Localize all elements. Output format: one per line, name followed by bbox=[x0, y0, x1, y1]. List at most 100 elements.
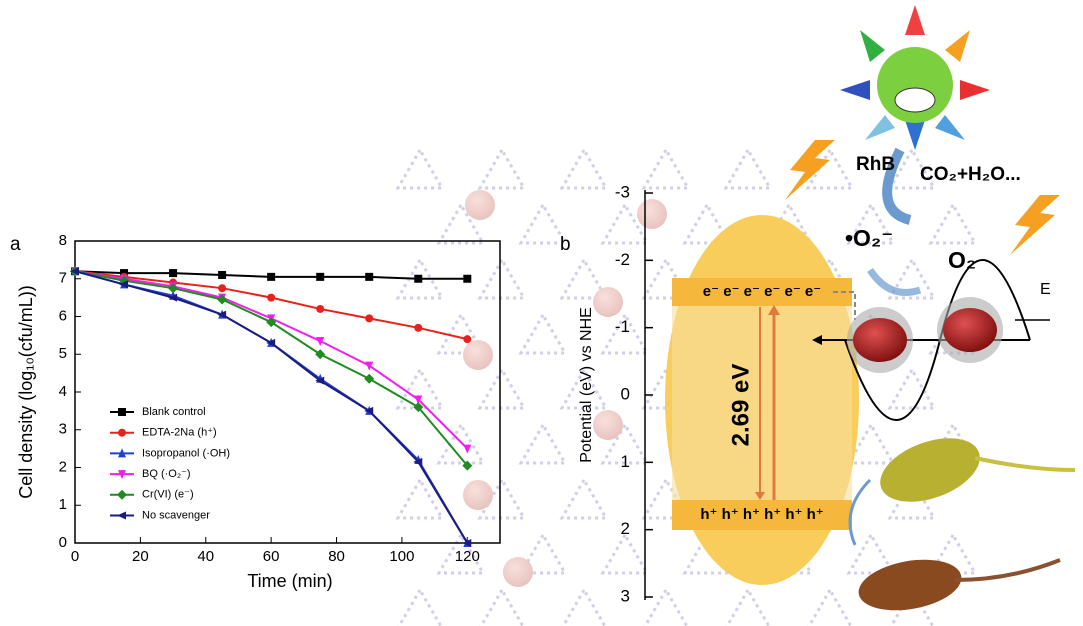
lattice-unit bbox=[807, 587, 853, 626]
lattice-unit bbox=[518, 202, 568, 245]
legend-label: EDTA-2Na (h⁺) bbox=[142, 427, 217, 439]
pink-particle bbox=[463, 340, 493, 370]
y-tick-label: 1 bbox=[59, 496, 67, 513]
lattice-unit bbox=[846, 532, 896, 575]
marker bbox=[364, 373, 375, 384]
marker bbox=[463, 274, 472, 283]
y-tick-label: 4 bbox=[59, 383, 67, 400]
legend-label: BQ (·O₂⁻) bbox=[142, 468, 191, 480]
particle bbox=[943, 308, 997, 352]
reactant: RhB bbox=[856, 154, 895, 175]
legend-label: Isopropanol (·OH) bbox=[142, 447, 230, 459]
lattice-unit bbox=[641, 477, 691, 520]
marker bbox=[217, 310, 227, 319]
electrons: e⁻ e⁻ e⁻ e⁻ e⁻ e⁻ bbox=[703, 283, 821, 300]
lattice-unit bbox=[395, 477, 445, 520]
marker bbox=[266, 338, 276, 347]
lattice-unit bbox=[436, 202, 486, 245]
lattice-unit bbox=[561, 587, 607, 626]
x-tick-label: 100 bbox=[389, 548, 414, 565]
potential-axis-label: Potential (eV) vs NHE bbox=[578, 307, 595, 463]
x-tick-label: 0 bbox=[71, 548, 79, 565]
kill-arrow bbox=[848, 478, 872, 546]
marker bbox=[169, 269, 178, 278]
arrow-head bbox=[768, 305, 780, 315]
oxygen: O₂ bbox=[948, 247, 976, 273]
arrow-head bbox=[812, 335, 822, 345]
lattice-unit bbox=[887, 367, 937, 410]
marker bbox=[413, 402, 424, 413]
x-tick-label: 20 bbox=[132, 548, 149, 565]
lattice-unit bbox=[887, 147, 937, 190]
lattice-unit bbox=[477, 367, 527, 410]
lattice-unit bbox=[887, 257, 937, 300]
legend-marker bbox=[118, 428, 126, 437]
legend-marker bbox=[117, 511, 126, 520]
x-tick-label: 120 bbox=[455, 548, 480, 565]
flagellum bbox=[954, 558, 1061, 582]
legend-label: No scavenger bbox=[142, 509, 210, 521]
legend-label: Blank control bbox=[142, 406, 206, 418]
series-line bbox=[74, 270, 469, 544]
x-axis-label: Time (min) bbox=[247, 571, 332, 591]
marker bbox=[218, 284, 227, 293]
lightning bbox=[1010, 195, 1060, 255]
marker bbox=[218, 270, 227, 279]
marker bbox=[217, 294, 228, 305]
valence-band bbox=[672, 500, 852, 530]
particle bbox=[853, 318, 907, 362]
products: CO₂+H₂O... bbox=[920, 164, 1021, 185]
x-tick-label: 80 bbox=[328, 548, 345, 565]
lattice-unit bbox=[928, 202, 978, 245]
pink-particle bbox=[637, 199, 667, 229]
pink-particle bbox=[463, 480, 493, 510]
potential-tick-label: 2 bbox=[621, 519, 630, 538]
potential-tick-label: 0 bbox=[621, 384, 630, 403]
lattice-unit bbox=[600, 312, 650, 355]
marker bbox=[365, 361, 374, 371]
legend-marker bbox=[118, 470, 126, 480]
lattice-unit bbox=[559, 147, 609, 190]
lightning bbox=[785, 140, 835, 200]
lattice-unit bbox=[518, 532, 568, 575]
legend-label: Cr(VI) (e⁻) bbox=[142, 489, 194, 501]
arrow-head bbox=[755, 492, 765, 500]
panel-label: b bbox=[560, 234, 571, 255]
lattice-unit bbox=[395, 147, 445, 190]
pink-particle bbox=[593, 287, 623, 317]
marker bbox=[414, 323, 423, 332]
lattice-unit bbox=[559, 257, 609, 300]
marker bbox=[364, 406, 374, 415]
flagellum bbox=[974, 456, 1076, 472]
marker bbox=[168, 293, 178, 302]
lattice-unit bbox=[725, 587, 771, 626]
lattice-unit bbox=[518, 312, 568, 355]
marker bbox=[267, 272, 276, 281]
lattice-unit bbox=[641, 257, 691, 300]
bacterium-dead bbox=[858, 559, 962, 611]
marker bbox=[413, 457, 423, 466]
sun bbox=[840, 5, 990, 150]
marker bbox=[315, 349, 326, 360]
marker bbox=[316, 304, 325, 313]
lattice-unit bbox=[682, 202, 732, 245]
lattice-unit bbox=[600, 422, 650, 465]
lattice-unit bbox=[477, 147, 527, 190]
marker bbox=[70, 267, 79, 276]
marker bbox=[119, 280, 129, 289]
lattice-unit bbox=[643, 587, 689, 626]
pink-particle bbox=[503, 557, 533, 587]
y-tick-label: 5 bbox=[59, 345, 67, 362]
field-label: E bbox=[1040, 281, 1051, 298]
marker bbox=[463, 444, 472, 454]
cycle-arrow bbox=[882, 147, 912, 225]
y-tick-label: 7 bbox=[59, 270, 67, 287]
reduction-arrow bbox=[867, 267, 922, 296]
panel-label: a bbox=[10, 234, 21, 255]
potential-tick-label: -1 bbox=[615, 317, 630, 336]
marker bbox=[315, 376, 325, 385]
x-tick-label: 60 bbox=[263, 548, 280, 565]
y-tick-label: 6 bbox=[59, 307, 67, 324]
